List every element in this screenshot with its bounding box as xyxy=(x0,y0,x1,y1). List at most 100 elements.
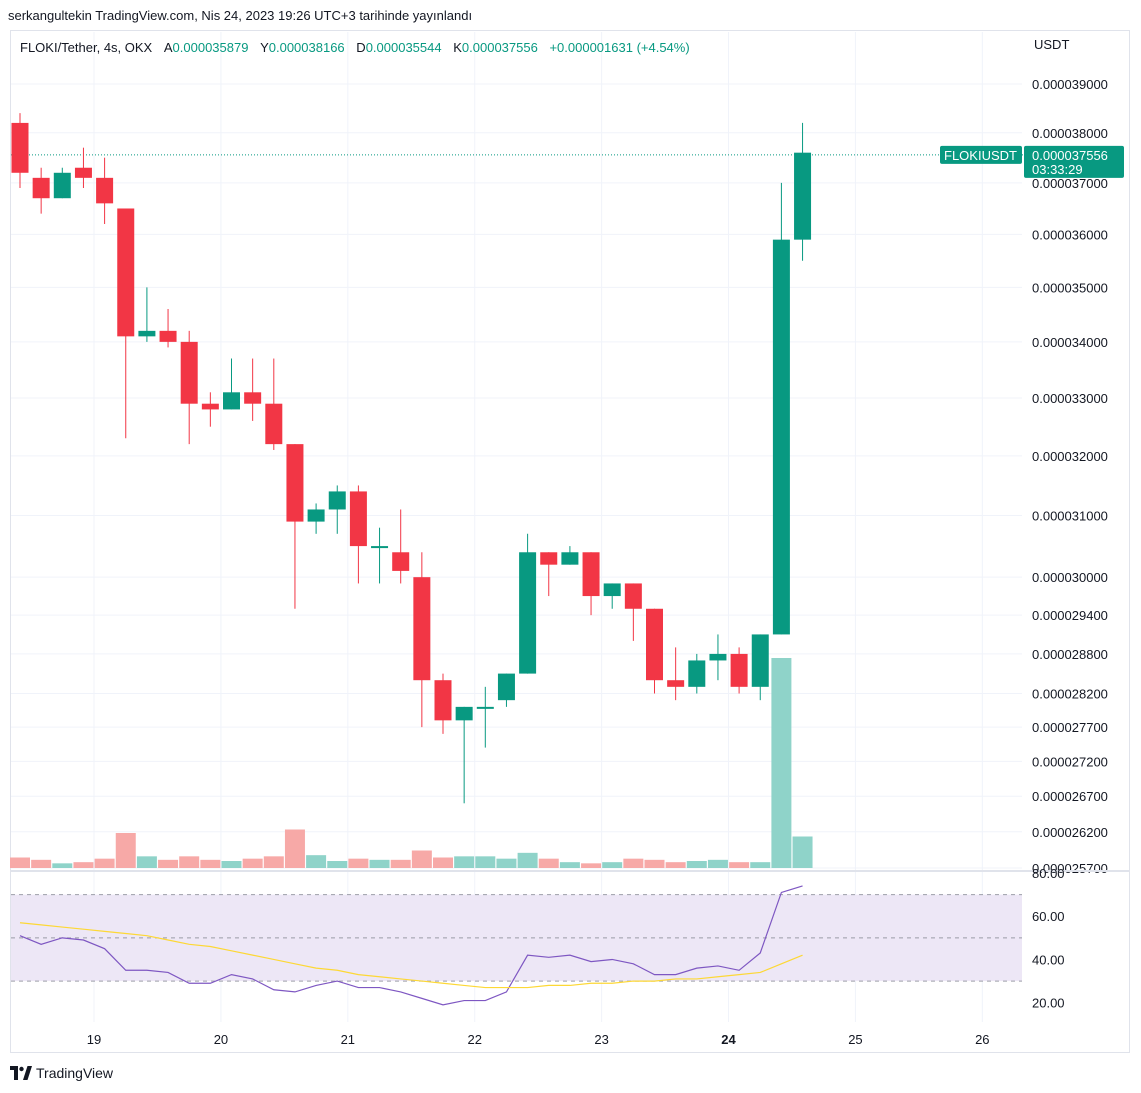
volume-bar xyxy=(411,850,432,868)
rsi-axis-tick: 20.00 xyxy=(1032,996,1065,1011)
volume-bar xyxy=(200,859,221,868)
close-label: K xyxy=(453,40,462,55)
candle-body xyxy=(476,706,494,709)
candle-body xyxy=(751,634,769,687)
price-tag-symbol-bg xyxy=(940,145,1022,164)
close-value: 0.000037556 xyxy=(461,40,538,55)
candle-body xyxy=(307,509,325,522)
candle-body xyxy=(413,577,431,681)
volume-bar xyxy=(73,862,94,868)
time-axis-tick: 22 xyxy=(467,1032,481,1047)
candle-body xyxy=(667,680,685,687)
price-axis-tick: 0.000028200 xyxy=(1032,686,1108,701)
price-axis-tick: 0.000027200 xyxy=(1032,754,1108,769)
footer-brand-label: TradingView xyxy=(36,1065,114,1081)
candle-body xyxy=(244,392,262,404)
candle-body xyxy=(96,177,114,204)
candle-body xyxy=(772,239,790,635)
candle-body xyxy=(223,392,240,410)
candle-body xyxy=(117,208,135,337)
candle-body xyxy=(646,608,663,681)
candle-body xyxy=(455,706,473,721)
currency-label: USDT xyxy=(1034,37,1070,52)
candle-body xyxy=(180,341,198,404)
volume-bar xyxy=(644,859,665,868)
rsi-ma-line xyxy=(19,922,803,989)
candle-body xyxy=(624,583,642,609)
candle-body xyxy=(74,167,92,178)
candle-body xyxy=(32,177,50,199)
candle-body xyxy=(371,546,389,549)
volume-bar xyxy=(348,858,369,868)
volume-bar xyxy=(686,861,707,868)
volume-bar xyxy=(538,858,559,868)
ohlc-legend: FLOKI/Tether, 4s, OKX A0.000035879 Y 0.00… xyxy=(20,40,690,55)
volume-bar xyxy=(136,856,157,868)
volume-bar xyxy=(390,859,411,868)
time-axis-tick: 24 xyxy=(721,1032,736,1047)
candle-body xyxy=(582,552,600,597)
volume-bar xyxy=(284,829,305,868)
volume-bar xyxy=(665,862,686,868)
price-axis-tick: 0.000031000 xyxy=(1032,509,1108,524)
price-axis-tick: 0.000035000 xyxy=(1032,280,1108,295)
candle-body xyxy=(265,403,283,445)
volume-bar xyxy=(327,861,348,868)
candle-body xyxy=(201,403,219,410)
candle-body xyxy=(392,552,410,571)
volume-bar xyxy=(750,862,771,868)
open-value: 0.000035879 xyxy=(172,40,249,55)
candle-body xyxy=(11,122,29,173)
volume-bar xyxy=(581,863,602,868)
publish-info: serkangultekin TradingView.com, Nis 24, … xyxy=(8,8,473,23)
price-tag-value: 0.000037556 xyxy=(1032,148,1108,163)
candle-body xyxy=(540,552,558,565)
candle-body xyxy=(497,673,515,701)
price-tag-countdown: 03:33:29 xyxy=(1032,162,1083,177)
candle-body xyxy=(794,152,812,240)
footer-brand[interactable]: TradingView xyxy=(10,1065,113,1081)
candle-body xyxy=(286,444,304,522)
price-axis-tick: 0.000037000 xyxy=(1032,176,1108,191)
price-axis-tick: 0.000025700 xyxy=(1032,861,1108,876)
candle-body xyxy=(561,552,579,565)
price-axis-tick: 0.000027700 xyxy=(1032,720,1108,735)
volume-bar xyxy=(454,856,475,868)
candle-body xyxy=(519,552,537,674)
price-axis-tick: 0.000030000 xyxy=(1032,570,1108,585)
candle-body xyxy=(730,653,748,687)
low-label: D xyxy=(356,40,366,55)
volume-bar xyxy=(158,859,179,868)
volume-bar xyxy=(306,855,327,868)
volume-bar xyxy=(559,862,580,868)
candle-body xyxy=(328,491,346,510)
volume-bar xyxy=(52,863,73,868)
candle-body xyxy=(53,172,71,199)
rsi-line xyxy=(19,885,803,1006)
volume-bar xyxy=(433,857,453,868)
price-axis-tick: 0.000034000 xyxy=(1032,335,1108,350)
price-tag-symbol: FLOKIUSDT xyxy=(944,148,1017,163)
symbol-label[interactable]: FLOKI/Tether, 4s, OKX xyxy=(20,40,153,55)
volume-bar xyxy=(179,856,200,868)
open-label: A xyxy=(163,40,173,55)
low-value: 0.000035544 xyxy=(365,40,442,55)
price-axis-tick: 0.000038000 xyxy=(1032,126,1108,141)
tradingview-logo-icon xyxy=(10,1066,32,1080)
high-label: Y xyxy=(260,40,269,55)
volume-bar xyxy=(221,861,242,868)
time-axis-tick: 19 xyxy=(87,1032,101,1047)
chart-frame xyxy=(10,30,1130,1053)
price-axis-tick: 0.000039000 xyxy=(1032,77,1108,92)
price-axis-tick: 0.000033000 xyxy=(1032,391,1108,406)
volume-bar xyxy=(263,856,284,868)
time-axis-tick: 25 xyxy=(848,1032,862,1047)
volume-bar xyxy=(115,833,136,868)
volume-bar xyxy=(707,859,728,868)
price-axis-tick: 0.000026200 xyxy=(1032,825,1108,840)
volume-bar xyxy=(369,859,390,868)
candle-body xyxy=(688,660,706,687)
candle-body xyxy=(138,330,156,337)
price-tag-value-bg xyxy=(1024,145,1124,178)
